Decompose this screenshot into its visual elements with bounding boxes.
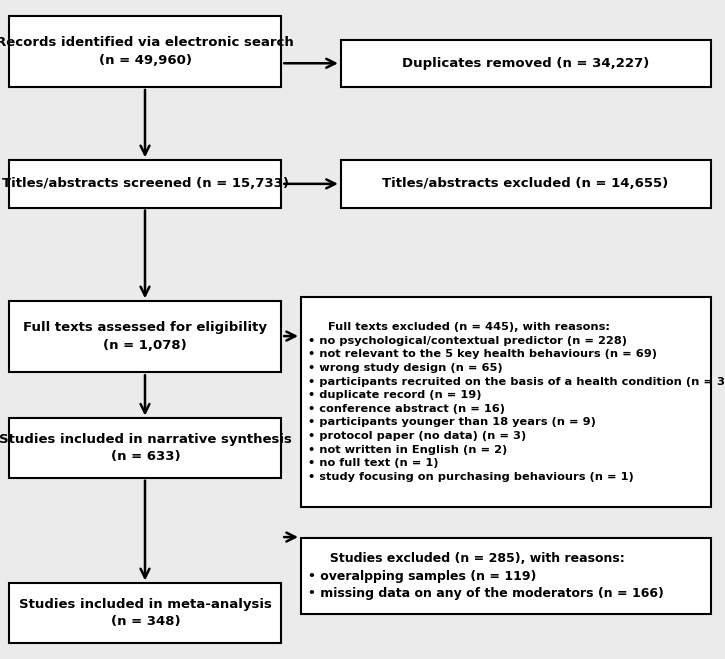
FancyBboxPatch shape	[341, 160, 710, 208]
FancyBboxPatch shape	[301, 297, 710, 507]
Text: Titles/abstracts screened (n = 15,733): Titles/abstracts screened (n = 15,733)	[2, 177, 289, 190]
FancyBboxPatch shape	[9, 583, 281, 643]
FancyBboxPatch shape	[301, 538, 710, 614]
Text: Duplicates removed (n = 34,227): Duplicates removed (n = 34,227)	[402, 57, 650, 70]
Text: Full texts assessed for eligibility
(n = 1,078): Full texts assessed for eligibility (n =…	[23, 322, 268, 352]
FancyBboxPatch shape	[9, 418, 281, 478]
FancyBboxPatch shape	[9, 160, 281, 208]
FancyBboxPatch shape	[9, 301, 281, 372]
Text: Records identified via electronic search
(n = 49,960): Records identified via electronic search…	[0, 36, 294, 67]
Text: Studies excluded (n = 285), with reasons:
• overalpping samples (n = 119)
• miss: Studies excluded (n = 285), with reasons…	[308, 552, 664, 600]
Text: Full texts excluded (n = 445), with reasons:
• no psychological/contextual predi: Full texts excluded (n = 445), with reas…	[308, 322, 725, 482]
FancyBboxPatch shape	[9, 16, 281, 87]
Text: Studies included in meta-analysis
(n = 348): Studies included in meta-analysis (n = 3…	[19, 598, 272, 628]
Text: Studies included in narrative synthesis
(n = 633): Studies included in narrative synthesis …	[0, 433, 291, 463]
Text: Titles/abstracts excluded (n = 14,655): Titles/abstracts excluded (n = 14,655)	[383, 177, 668, 190]
FancyBboxPatch shape	[341, 40, 710, 87]
